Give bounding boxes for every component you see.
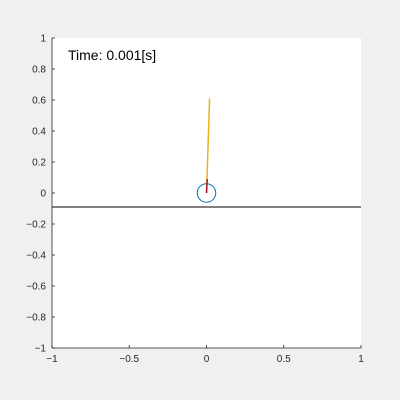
- x-tick-label: 0: [204, 354, 210, 365]
- pendulum-rod: [205, 98, 211, 194]
- y-tick-label: 1: [40, 34, 46, 45]
- y-tick-label: 0.4: [32, 127, 46, 138]
- time-annotation: Time: 0.001[s]: [68, 47, 156, 63]
- y-tick-label: −0.4: [26, 251, 46, 262]
- x-tick-label: 0.5: [277, 354, 291, 365]
- x-ticks: −1 −0.5 0 0.5 1: [46, 345, 364, 365]
- x-tick-label: −0.5: [119, 354, 139, 365]
- y-tick-label: 0: [40, 189, 46, 200]
- y-ticks: −1 −0.8 −0.6 −0.4 −0.2 0 0.2 0.4 0.6 0.8 1: [26, 34, 55, 355]
- plot-area: [52, 98, 361, 208]
- y-tick-label: −0.6: [26, 282, 46, 293]
- y-tick-label: −0.2: [26, 220, 46, 231]
- x-tick-label: 1: [358, 354, 364, 365]
- y-tick-label: −0.8: [26, 313, 46, 324]
- rod-base: [205, 179, 209, 194]
- y-tick-label: −1: [35, 344, 47, 355]
- y-tick-label: 0.2: [32, 158, 46, 169]
- y-tick-label: 0.6: [32, 96, 46, 107]
- y-tick-label: 0.8: [32, 65, 46, 76]
- x-tick-label: −1: [46, 354, 58, 365]
